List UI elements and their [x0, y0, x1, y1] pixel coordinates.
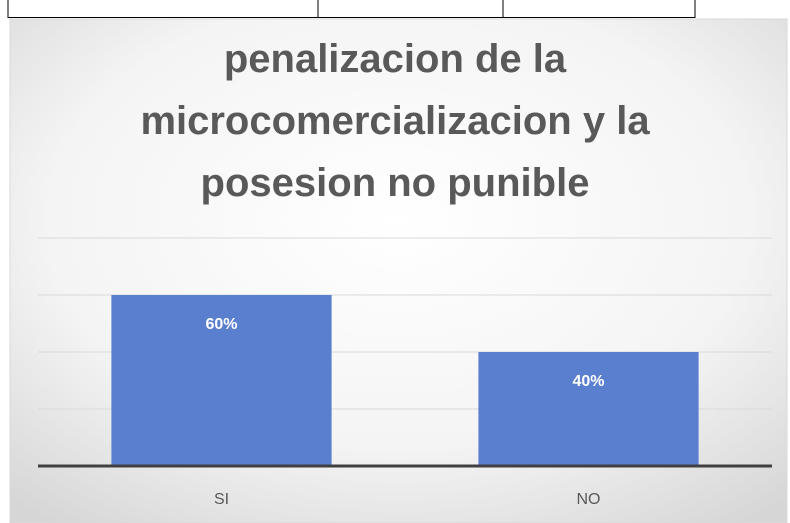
x-tick-label: NO: [577, 491, 601, 508]
bar: [111, 295, 332, 466]
x-tick-label: SI: [214, 491, 229, 508]
bar: [478, 352, 699, 466]
table-border: [7, 0, 696, 18]
data-label: 60%: [205, 316, 237, 333]
data-label: 40%: [572, 373, 604, 390]
chart-title: penalizacion de la microcomercializacion…: [140, 37, 650, 205]
